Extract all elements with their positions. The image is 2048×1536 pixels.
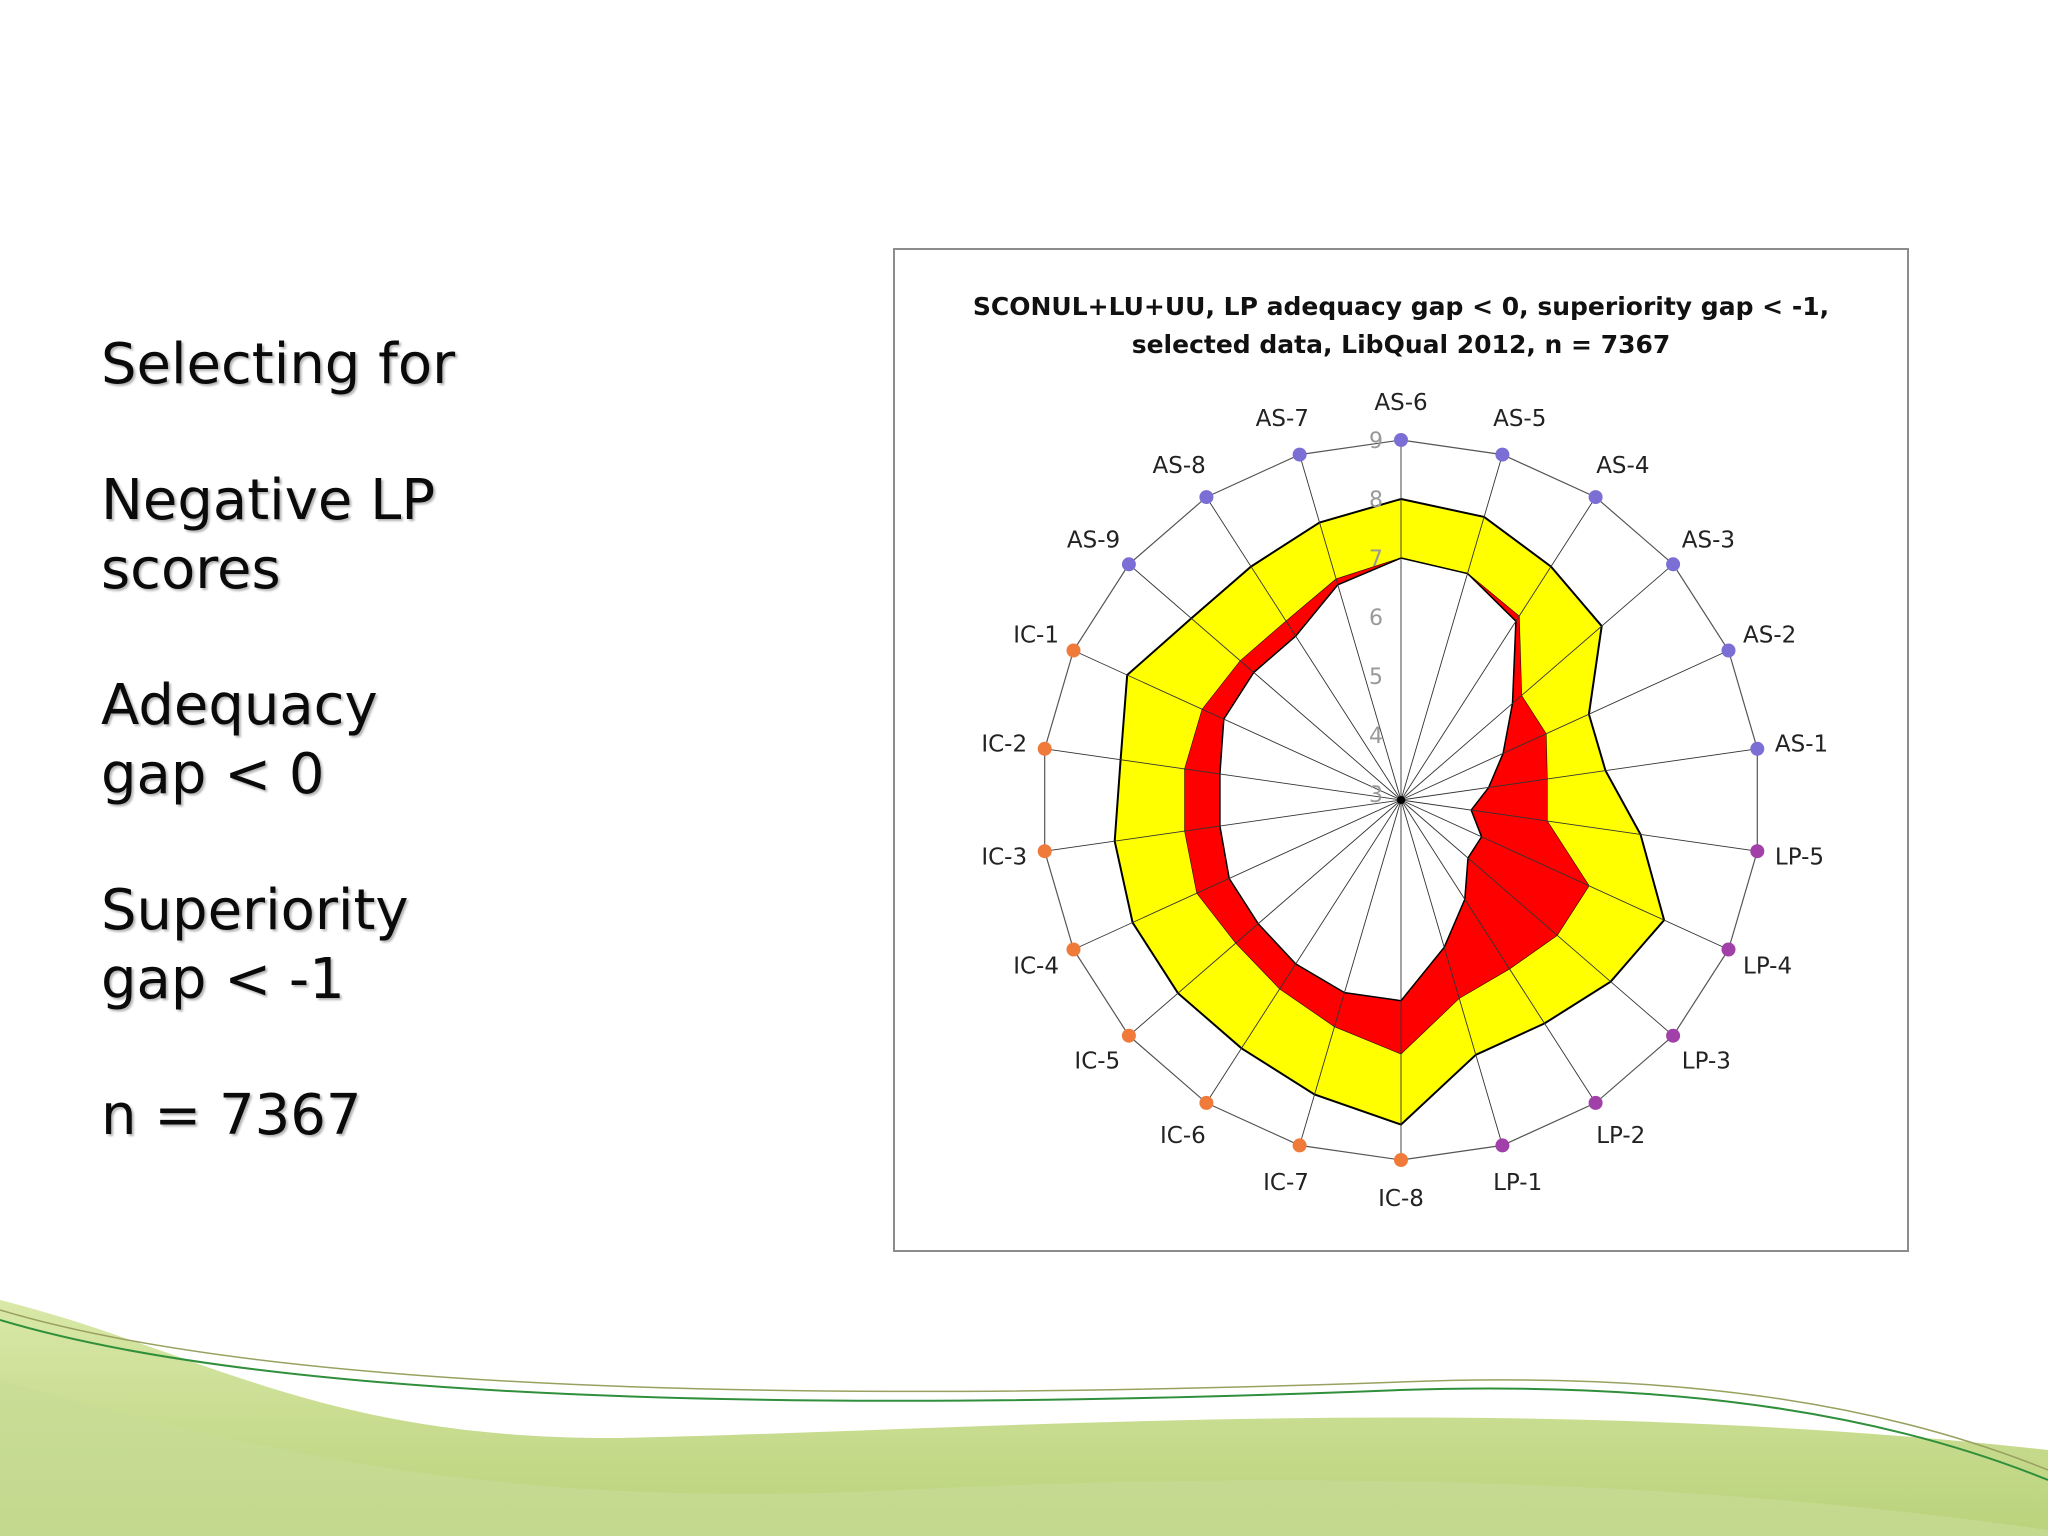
category-label: LP-1 xyxy=(1493,1170,1542,1196)
category-label: LP-2 xyxy=(1596,1123,1645,1149)
spoke-as-8 xyxy=(1206,496,1402,801)
spoke-as-4 xyxy=(1400,496,1596,801)
wave-line xyxy=(0,1319,2048,1481)
marker-ic-4 xyxy=(1066,942,1081,957)
spoke-lp-1 xyxy=(1400,799,1503,1146)
scale-label: 8 xyxy=(1369,488,1383,513)
category-label: AS-8 xyxy=(1153,453,1206,479)
side-text-line: Adequacy gap < 0 xyxy=(101,673,378,807)
marker-ic-6 xyxy=(1199,1095,1214,1110)
category-label: AS-9 xyxy=(1067,527,1120,553)
wave-shape xyxy=(0,1300,2048,1536)
category-label: LP-4 xyxy=(1743,953,1792,979)
center-point xyxy=(1397,796,1405,804)
spoke-as-9 xyxy=(1128,563,1402,801)
category-label: AS-2 xyxy=(1743,623,1796,649)
marker-lp-4 xyxy=(1721,942,1736,957)
spoke-ic-1 xyxy=(1073,650,1402,801)
category-label: AS-3 xyxy=(1682,527,1735,553)
marker-as-7 xyxy=(1292,447,1307,462)
category-label: IC-3 xyxy=(981,845,1027,871)
category-label: IC-6 xyxy=(1160,1123,1206,1149)
scale-label: 9 xyxy=(1369,429,1383,454)
category-label: IC-2 xyxy=(981,731,1027,757)
marker-lp-5 xyxy=(1750,844,1765,859)
radar-chart-frame: SCONUL+LU+UU, LP adequacy gap < 0, super… xyxy=(893,248,1909,1252)
chart-title: SCONUL+LU+UU, LP adequacy gap < 0, super… xyxy=(972,292,1830,359)
scale-label: 5 xyxy=(1369,665,1383,690)
category-label: AS-7 xyxy=(1256,406,1309,432)
spoke-as-7 xyxy=(1299,454,1402,801)
marker-lp-2 xyxy=(1588,1095,1603,1110)
category-label: LP-5 xyxy=(1775,845,1824,871)
marker-as-2 xyxy=(1721,643,1736,658)
marker-as-6 xyxy=(1394,433,1408,447)
category-label: IC-8 xyxy=(1378,1186,1424,1212)
marker-as-5 xyxy=(1495,447,1510,462)
marker-ic-3 xyxy=(1037,844,1052,859)
marker-ic-1 xyxy=(1066,643,1081,658)
category-label: AS-4 xyxy=(1596,453,1649,479)
category-label: LP-3 xyxy=(1682,1049,1731,1075)
scale-label: 6 xyxy=(1369,606,1383,631)
spoke-ic-2 xyxy=(1044,748,1402,801)
spoke-lp-3 xyxy=(1400,799,1674,1037)
category-label: AS-5 xyxy=(1493,406,1546,432)
marker-as-8 xyxy=(1199,490,1214,505)
spoke-lp-5 xyxy=(1400,799,1758,852)
category-label: IC-7 xyxy=(1263,1170,1309,1196)
category-label: IC-1 xyxy=(1013,623,1059,649)
marker-ic-2 xyxy=(1037,741,1052,756)
category-label: AS-1 xyxy=(1775,731,1828,757)
spoke-lp-4 xyxy=(1400,799,1729,950)
radar-chart: 3 4 5 6 7 8 9 AS-6 AS-5 AS-4 AS-3 AS-2 AS-1 LP-5 LP-4 L… xyxy=(981,390,1828,1212)
marker-lp-3 xyxy=(1666,1028,1681,1043)
marker-ic-7 xyxy=(1292,1138,1307,1153)
spoke-as-3 xyxy=(1400,563,1674,801)
marker-as-1 xyxy=(1750,741,1765,756)
marker-as-9 xyxy=(1121,557,1136,572)
marker-lp-1 xyxy=(1495,1138,1510,1153)
decorative-wave xyxy=(0,1300,2048,1536)
wave-line xyxy=(0,1309,2048,1471)
spoke-ic-6 xyxy=(1206,799,1402,1104)
spoke-as-2 xyxy=(1400,650,1729,801)
category-label: AS-6 xyxy=(1374,390,1427,416)
marker-as-4 xyxy=(1588,490,1603,505)
scale-label: 4 xyxy=(1369,724,1383,749)
category-label: IC-5 xyxy=(1074,1049,1120,1075)
wave-highlight xyxy=(0,1380,2048,1536)
spoke-ic-3 xyxy=(1044,799,1402,852)
side-text-line: Negative LP scores xyxy=(101,468,436,602)
marker-as-3 xyxy=(1666,557,1681,572)
scale-label: 3 xyxy=(1369,783,1383,808)
side-text-line: n = 7367 xyxy=(101,1083,362,1148)
scale-label: 7 xyxy=(1369,547,1383,572)
side-text-line: Superiority gap < -1 xyxy=(101,878,409,1012)
spoke-as-1 xyxy=(1400,748,1758,801)
side-text-line: Selecting for xyxy=(101,332,456,397)
spoke-ic-7 xyxy=(1299,799,1402,1146)
spoke-ic-4 xyxy=(1073,799,1402,950)
marker-ic-8 xyxy=(1394,1153,1408,1167)
spoke-as-5 xyxy=(1400,454,1503,801)
marker-ic-5 xyxy=(1121,1028,1136,1043)
spoke-lp-2 xyxy=(1400,799,1596,1104)
spoke-ic-5 xyxy=(1128,799,1402,1037)
side-text: Selecting for Negative LP scores Adequac… xyxy=(101,330,521,1217)
category-label: IC-4 xyxy=(1013,953,1059,979)
